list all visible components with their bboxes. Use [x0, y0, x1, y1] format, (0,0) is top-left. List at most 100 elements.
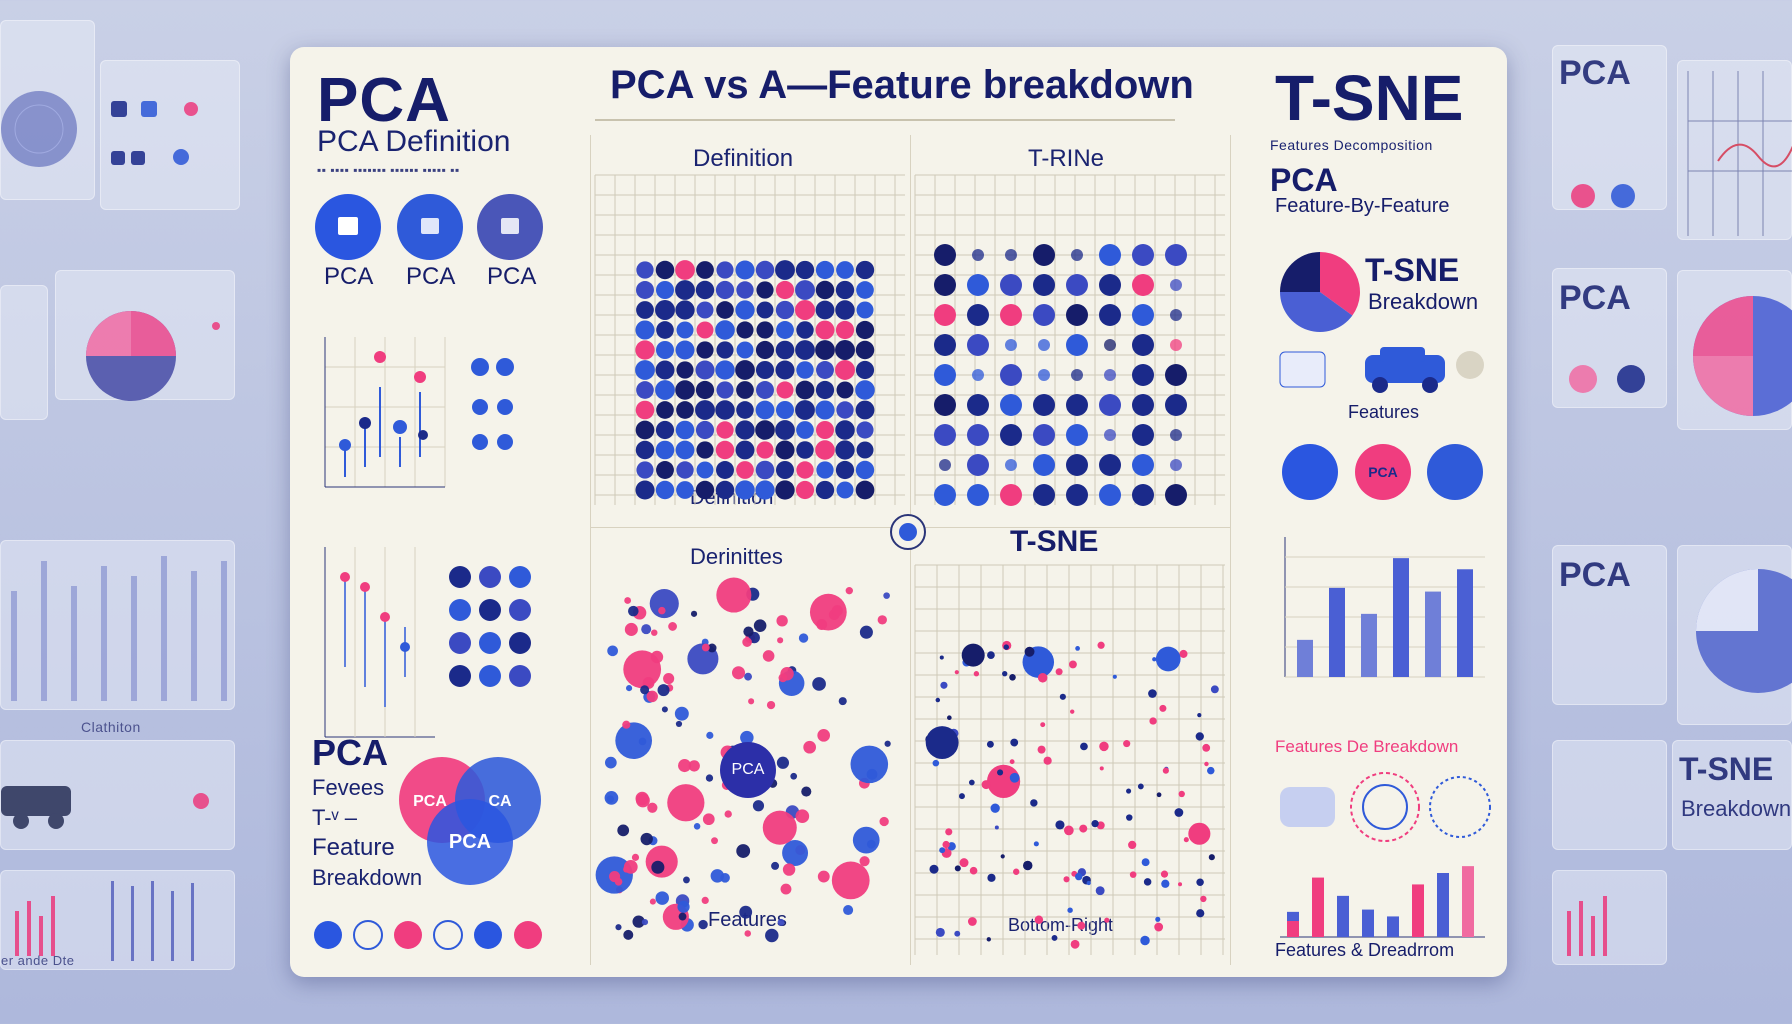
data-point	[835, 280, 855, 300]
data-point	[1162, 767, 1169, 774]
data-point	[795, 340, 815, 360]
data-point	[735, 360, 755, 380]
data-point	[866, 839, 876, 849]
data-point	[1000, 854, 1005, 859]
data-point	[715, 440, 735, 460]
data-point	[755, 360, 775, 380]
data-point	[925, 726, 959, 759]
data-point	[1123, 740, 1131, 748]
data-point	[782, 863, 796, 876]
page-title: PCA vs A—Feature breakdown	[610, 63, 1194, 107]
data-point	[1086, 880, 1091, 886]
data-point	[716, 381, 734, 399]
data-point	[815, 480, 835, 500]
data-point	[954, 670, 959, 675]
data-point	[1132, 334, 1154, 356]
data-point	[678, 759, 692, 773]
data-point	[657, 684, 670, 697]
data-point	[755, 420, 775, 440]
data-point	[775, 260, 795, 280]
data-point	[815, 420, 835, 440]
data-point	[1059, 693, 1066, 700]
data-point	[815, 280, 835, 300]
data-point	[1067, 907, 1073, 913]
data-point	[731, 666, 746, 680]
features-badge: PCA	[1368, 464, 1398, 480]
data-point	[1066, 424, 1088, 446]
data-point	[636, 281, 654, 299]
data-point	[744, 930, 752, 937]
data-point	[1202, 743, 1211, 752]
data-point	[736, 401, 754, 419]
data-point	[1165, 394, 1187, 416]
data-point	[676, 361, 694, 379]
data-point	[1104, 429, 1116, 441]
data-point	[1037, 745, 1046, 754]
data-point	[1070, 939, 1080, 949]
data-point	[836, 481, 854, 499]
data-point	[780, 883, 792, 895]
ghost-card: PCA	[1552, 545, 1667, 705]
data-point	[835, 300, 855, 320]
data-point	[623, 650, 662, 689]
data-point	[940, 681, 948, 689]
bar	[1297, 639, 1313, 677]
data-point	[1033, 454, 1055, 476]
data-point	[632, 915, 645, 928]
data-point	[835, 320, 855, 340]
data-point	[856, 441, 874, 459]
data-point	[1070, 709, 1075, 714]
left-mini-scatter-chart	[324, 547, 531, 738]
data-point	[934, 334, 956, 356]
data-point	[649, 898, 656, 905]
data-point	[836, 261, 854, 279]
data-point	[1099, 484, 1121, 506]
data-point	[775, 300, 795, 320]
data-point	[1066, 454, 1088, 476]
data-point	[1161, 879, 1170, 888]
data-point	[736, 461, 754, 479]
data-point	[942, 840, 950, 849]
data-point	[1066, 484, 1088, 506]
data-point	[661, 706, 668, 713]
data-point	[1037, 673, 1048, 683]
data-point	[845, 586, 853, 595]
data-point	[655, 300, 675, 320]
data-point	[655, 360, 675, 380]
data-point	[743, 626, 754, 637]
data-point	[636, 461, 654, 479]
data-point	[690, 610, 698, 617]
data-point	[856, 421, 874, 439]
ghost-card: T-SNE Breakdown	[1672, 740, 1792, 850]
data-point	[762, 650, 775, 662]
data-point	[973, 671, 980, 677]
data-point	[817, 729, 831, 742]
data-point	[776, 321, 794, 339]
data-point	[990, 803, 1000, 813]
data-point	[651, 629, 658, 636]
venn-title: PCA	[312, 732, 389, 773]
data-point	[742, 637, 752, 647]
data-point	[1188, 822, 1211, 845]
left-mini-line-chart	[324, 337, 514, 488]
data-point	[1002, 671, 1008, 677]
data-point	[640, 832, 653, 846]
venn-diagram	[399, 757, 541, 885]
venn-circle-label: PCA	[448, 830, 492, 853]
ghost-pie-shape	[1693, 296, 1792, 416]
data-point	[716, 341, 734, 359]
data-point	[795, 280, 815, 300]
data-point	[693, 823, 701, 830]
data-point	[1195, 732, 1204, 741]
data-point	[695, 420, 715, 440]
icon-label: PCA	[324, 263, 374, 290]
data-point	[636, 301, 654, 319]
data-point	[655, 440, 675, 460]
title-underline	[595, 119, 1175, 121]
bar	[1412, 884, 1424, 937]
data-point	[635, 440, 655, 460]
data-point	[1104, 917, 1110, 923]
data-point	[1000, 364, 1022, 386]
bar	[1393, 558, 1409, 677]
data-point	[675, 380, 695, 400]
